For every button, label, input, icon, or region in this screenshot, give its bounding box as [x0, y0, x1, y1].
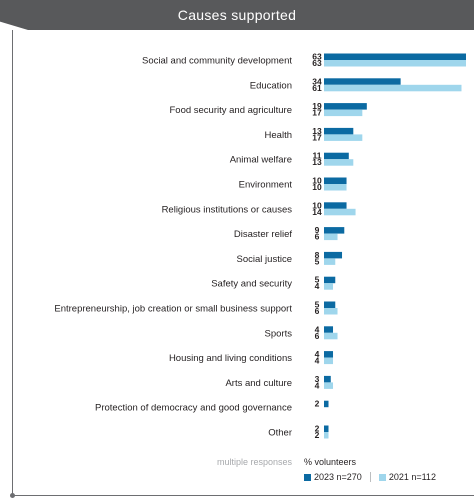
bar-education-2023: [324, 78, 401, 85]
bar-housing-and-living-conditions-2023: [324, 351, 334, 358]
bar-religious-institutions-or-causes-2023: [324, 202, 347, 209]
value-label-housing-and-living-conditions-2021: 4: [315, 356, 320, 366]
value-label-other-2023: 2: [315, 424, 320, 434]
bar-food-security-and-agriculture-2023: [324, 103, 367, 110]
frame-corner-dot: [10, 493, 15, 498]
bar-religious-institutions-or-causes-2021: [324, 208, 356, 216]
title-bar: [0, 0, 474, 30]
bar-arts-and-culture-2023: [324, 375, 331, 383]
chart-title: Causes supported: [177, 7, 297, 23]
legend-label-2021: 2021 n=112: [388, 472, 436, 482]
bar-health-2023: [324, 127, 354, 135]
value-label-disaster-relief-2023: 9: [315, 225, 320, 235]
value-label-food-security-and-agriculture-2021: 17: [312, 108, 322, 118]
category-label-entrepreneurship-job-creation-or-small-business-support: Entrepreneurship, job creation or small …: [54, 304, 292, 315]
bar-entrepreneurship-job-creation-or-small-business-support-2023: [324, 301, 336, 308]
bar-sports-2023: [324, 326, 334, 333]
bar-health-2021: [324, 134, 363, 141]
value-label-health-2021: 17: [312, 132, 322, 142]
value-label-sports-2023: 4: [315, 324, 320, 334]
bar-disaster-relief-2023: [324, 227, 345, 234]
category-label-health: Health: [265, 130, 292, 141]
bar-social-justice-2021: [324, 258, 336, 265]
value-label-environment-2021: 10: [312, 182, 322, 192]
value-label-religious-institutions-or-causes-2021: 14: [312, 207, 322, 217]
value-label-social-justice-2021: 5: [315, 256, 320, 266]
value-label-disaster-relief-2021: 6: [315, 232, 320, 242]
category-label-disaster-relief: Disaster relief: [234, 229, 292, 240]
category-label-other: Other: [268, 428, 292, 439]
value-label-social-and-community-development-2021: 63: [312, 58, 322, 68]
value-label-food-security-and-agriculture-2023: 19: [312, 101, 322, 111]
bar-disaster-relief-2021: [324, 233, 338, 241]
value-label-sports-2021: 6: [315, 331, 320, 341]
bar-animal-welfare-2021: [324, 159, 354, 166]
bar-entrepreneurship-job-creation-or-small-business-support-2021: [324, 308, 338, 315]
bar-environment-2023: [324, 177, 347, 184]
bar-environment-2021: [324, 184, 347, 191]
category-label-environment: Environment: [239, 180, 293, 191]
value-label-other-2021: 2: [315, 430, 320, 440]
category-label-safety-and-security: Safety and security: [211, 279, 292, 290]
category-label-social-and-community-development: Social and community development: [142, 56, 292, 67]
value-label-housing-and-living-conditions-2023: 4: [315, 349, 320, 359]
bar-other-2023: [324, 425, 329, 432]
value-label-safety-and-security-2023: 5: [315, 275, 320, 285]
category-label-social-justice: Social justice: [237, 254, 292, 265]
value-label-entrepreneurship-job-creation-or-small-business-support-2021: 6: [315, 306, 320, 316]
value-label-education-2021: 61: [312, 83, 322, 93]
value-label-arts-and-culture-2023: 3: [315, 374, 320, 384]
bar-arts-and-culture-2021: [324, 382, 334, 389]
value-label-safety-and-security-2021: 4: [315, 281, 320, 291]
category-label-protection-of-democracy-and-good-governance: Protection of democracy and good governa…: [95, 403, 292, 414]
bar-protection-of-democracy-and-good-governance-2023: [324, 400, 329, 408]
value-label-social-justice-2023: 8: [315, 250, 320, 260]
category-label-religious-institutions-or-causes: Religious institutions or causes: [162, 204, 293, 215]
legend: 2023 n=270 2021 n=112: [304, 471, 436, 483]
value-label-animal-welfare-2023: 11: [313, 151, 322, 161]
bar-safety-and-security-2023: [324, 276, 336, 284]
value-label-social-and-community-development-2023: 63: [312, 52, 322, 62]
value-label-protection-of-democracy-and-good-governance-2023: 2: [315, 399, 320, 409]
bar-sports-2021: [324, 332, 338, 340]
category-label-arts-and-culture: Arts and culture: [225, 378, 292, 389]
frame-bottom-line: [12, 495, 474, 496]
bar-education-2021: [324, 84, 462, 92]
category-label-sports: Sports: [265, 328, 293, 339]
frame-left-line: [12, 30, 13, 495]
category-label-housing-and-living-conditions: Housing and living conditions: [169, 353, 292, 364]
value-axis-label: % volunteers: [304, 457, 357, 467]
legend-label-2023: 2023 n=270: [314, 472, 362, 482]
category-label-animal-welfare: Animal welfare: [230, 155, 292, 166]
bar-social-and-community-development-2021: [324, 60, 466, 67]
bar-social-and-community-development-2023: [324, 53, 466, 60]
value-label-education-2023: 34: [312, 76, 322, 86]
category-label-food-security-and-agriculture: Food security and agriculture: [169, 105, 292, 116]
category-label-education: Education: [250, 80, 292, 91]
value-label-religious-institutions-or-causes-2023: 10: [312, 200, 322, 210]
value-label-arts-and-culture-2021: 4: [315, 380, 320, 390]
bar-social-justice-2023: [324, 251, 343, 259]
bar-housing-and-living-conditions-2021: [324, 357, 334, 365]
chart-note: multiple responses: [216, 457, 292, 467]
value-label-environment-2023: 10: [312, 176, 322, 186]
value-label-entrepreneurship-job-creation-or-small-business-support-2023: 5: [315, 300, 320, 310]
value-label-health-2023: 13: [312, 126, 322, 136]
legend-swatch-2021: [378, 473, 386, 481]
bar-safety-and-security-2021: [324, 283, 334, 290]
value-label-animal-welfare-2021: 13: [312, 157, 322, 167]
bar-food-security-and-agriculture-2021: [324, 109, 363, 117]
legend-separator: [369, 472, 371, 482]
legend-swatch-2023: [304, 473, 311, 481]
bar-other-2021: [324, 432, 329, 439]
bar-animal-welfare-2023: [324, 152, 349, 160]
